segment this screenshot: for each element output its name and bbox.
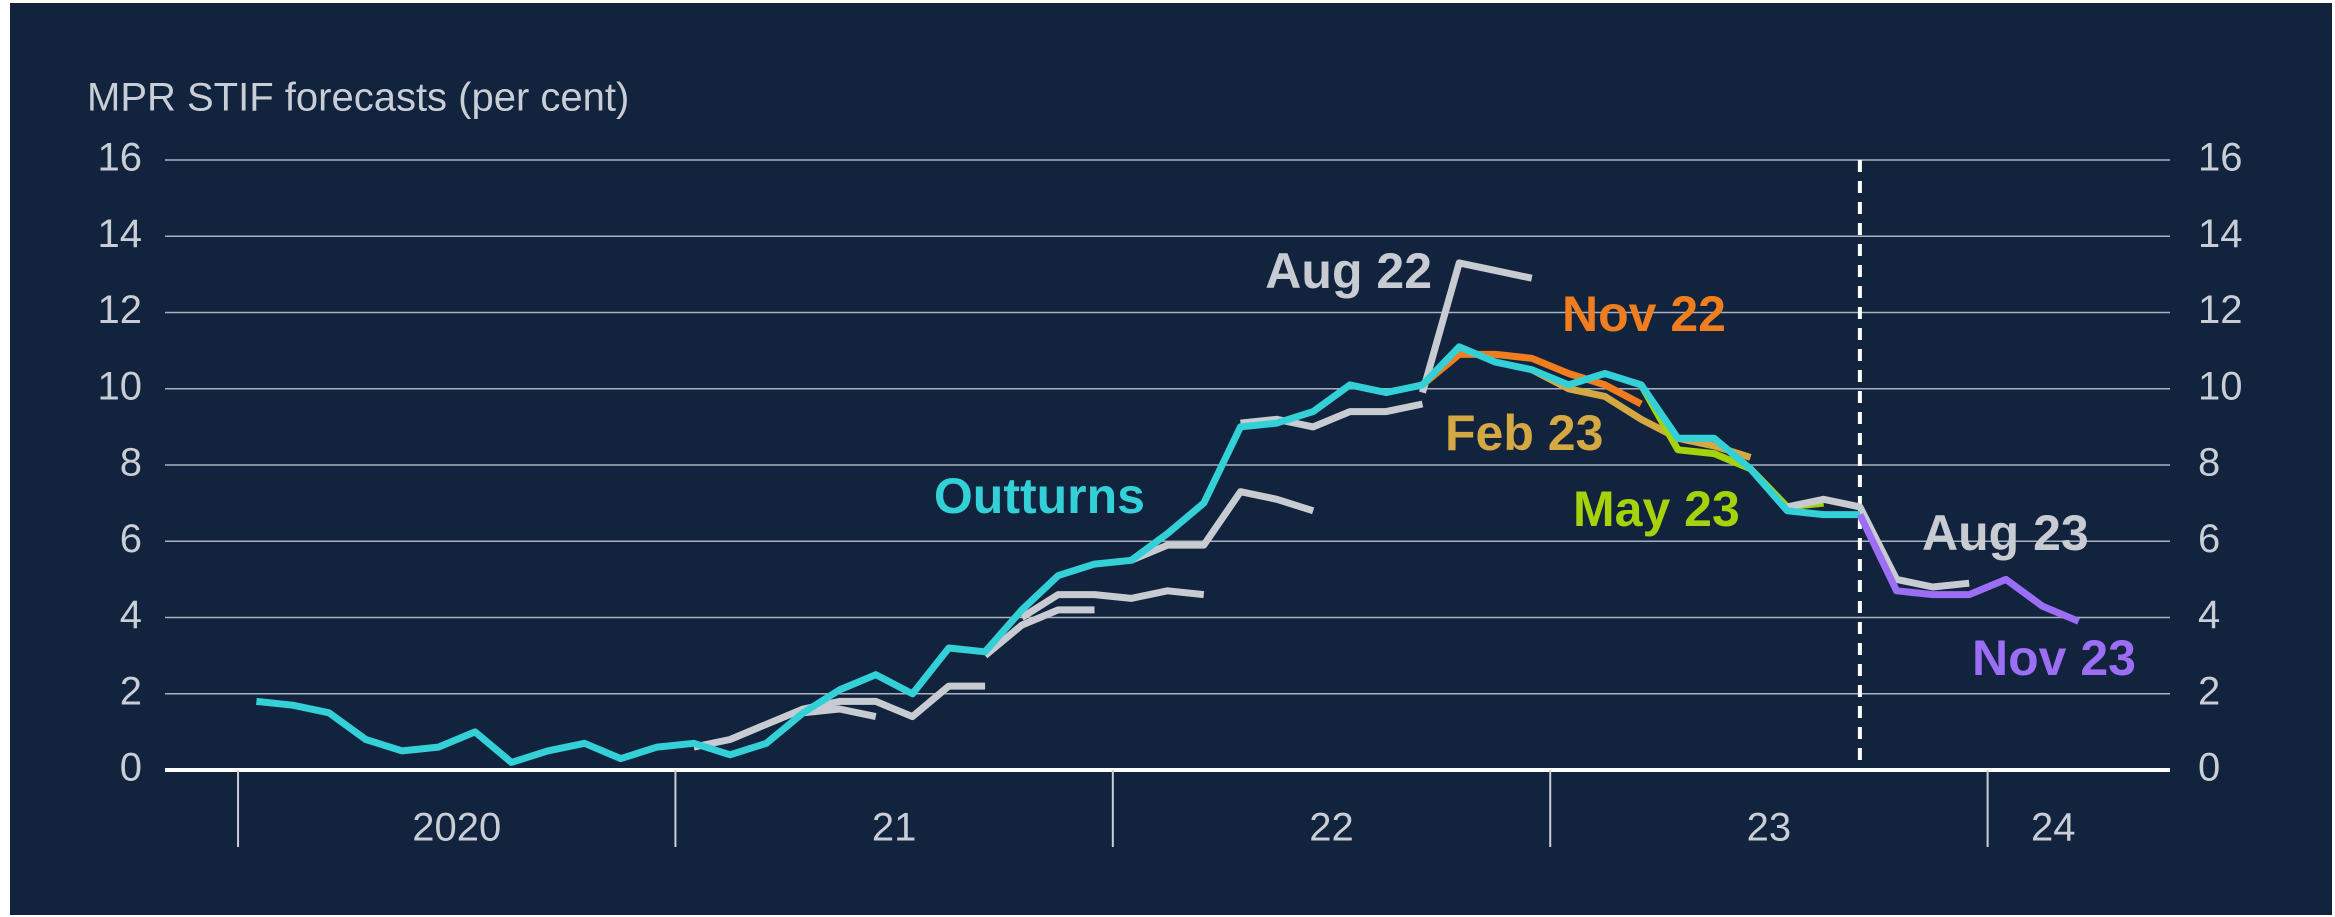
chart-title: MPR STIF forecasts (per cent) [87, 76, 629, 120]
x-tick-label: 22 [1309, 806, 1354, 850]
y2-tick-label: 8 [2198, 441, 2220, 485]
series-line [1786, 495, 1970, 591]
y-tick-label: 4 [120, 593, 142, 637]
y-tick-label: 14 [98, 212, 143, 256]
series-line [1019, 587, 1205, 621]
series-line [256, 343, 1860, 766]
series-line [1420, 350, 1643, 408]
series-label: Nov 23 [1972, 630, 2136, 686]
y2-tick-label: 12 [2198, 288, 2243, 332]
series-label: Nov 22 [1562, 286, 1726, 342]
series-line [1530, 366, 1752, 461]
series-line [1129, 488, 1315, 564]
series-line [1240, 400, 1424, 431]
series-label: Aug 23 [1922, 505, 2089, 561]
series-line [1419, 259, 1533, 394]
y2-tick-label: 10 [2198, 364, 2243, 408]
x-tick-label: 24 [2031, 806, 2076, 850]
series-label: Outturns [934, 468, 1145, 524]
series-label: Feb 23 [1445, 405, 1603, 461]
series-line [693, 682, 986, 751]
x-tick-label: 21 [872, 806, 917, 850]
x-tick-label: 23 [1747, 806, 1792, 850]
y-tick-label: 12 [98, 288, 143, 332]
y2-tick-label: 4 [2198, 593, 2220, 637]
series-line [1856, 513, 2080, 625]
y-tick-label: 0 [120, 746, 142, 790]
y2-tick-label: 14 [2198, 212, 2243, 256]
y-tick-label: 8 [120, 441, 142, 485]
series-label: Aug 22 [1265, 243, 1432, 299]
series-label: May 23 [1573, 481, 1740, 537]
x-tick-label: 2020 [412, 806, 501, 850]
y2-tick-label: 6 [2198, 517, 2220, 561]
y2-tick-label: 16 [2198, 136, 2243, 180]
y-tick-label: 10 [98, 364, 143, 408]
series-line [802, 705, 877, 721]
y2-tick-label: 0 [2198, 746, 2220, 790]
y-tick-label: 2 [120, 669, 142, 713]
chart-background [10, 3, 2332, 915]
y-tick-label: 6 [120, 517, 142, 561]
series-line [982, 606, 1095, 659]
y-tick-label: 16 [98, 136, 143, 180]
y2-tick-label: 2 [2198, 669, 2220, 713]
